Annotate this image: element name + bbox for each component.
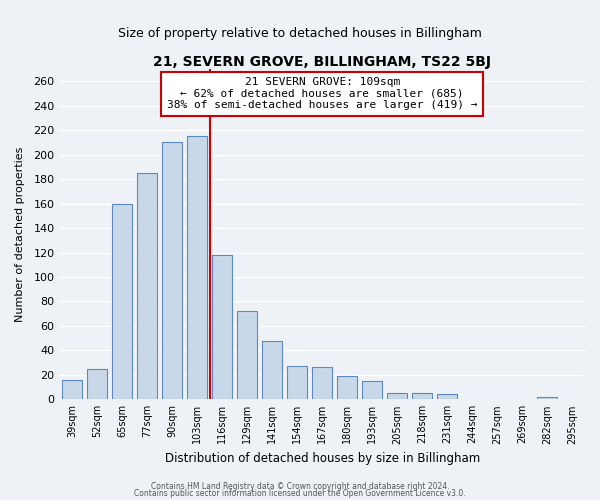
Bar: [437, 394, 457, 400]
Bar: [137, 173, 157, 400]
Bar: [412, 393, 433, 400]
Text: Size of property relative to detached houses in Billingham: Size of property relative to detached ho…: [118, 28, 482, 40]
Bar: [187, 136, 207, 400]
Bar: [287, 366, 307, 400]
X-axis label: Distribution of detached houses by size in Billingham: Distribution of detached houses by size …: [164, 452, 480, 465]
Bar: [362, 381, 382, 400]
Bar: [538, 397, 557, 400]
Bar: [237, 311, 257, 400]
Text: Contains public sector information licensed under the Open Government Licence v3: Contains public sector information licen…: [134, 490, 466, 498]
Y-axis label: Number of detached properties: Number of detached properties: [15, 146, 25, 322]
Bar: [387, 393, 407, 400]
Bar: [212, 255, 232, 400]
Bar: [62, 380, 82, 400]
Title: 21, SEVERN GROVE, BILLINGHAM, TS22 5BJ: 21, SEVERN GROVE, BILLINGHAM, TS22 5BJ: [153, 55, 491, 69]
Text: Contains HM Land Registry data © Crown copyright and database right 2024.: Contains HM Land Registry data © Crown c…: [151, 482, 449, 491]
Text: 21 SEVERN GROVE: 109sqm
← 62% of detached houses are smaller (685)
38% of semi-d: 21 SEVERN GROVE: 109sqm ← 62% of detache…: [167, 78, 478, 110]
Bar: [337, 376, 357, 400]
Bar: [262, 340, 282, 400]
Bar: [112, 204, 132, 400]
Bar: [312, 368, 332, 400]
Bar: [87, 368, 107, 400]
Bar: [162, 142, 182, 400]
